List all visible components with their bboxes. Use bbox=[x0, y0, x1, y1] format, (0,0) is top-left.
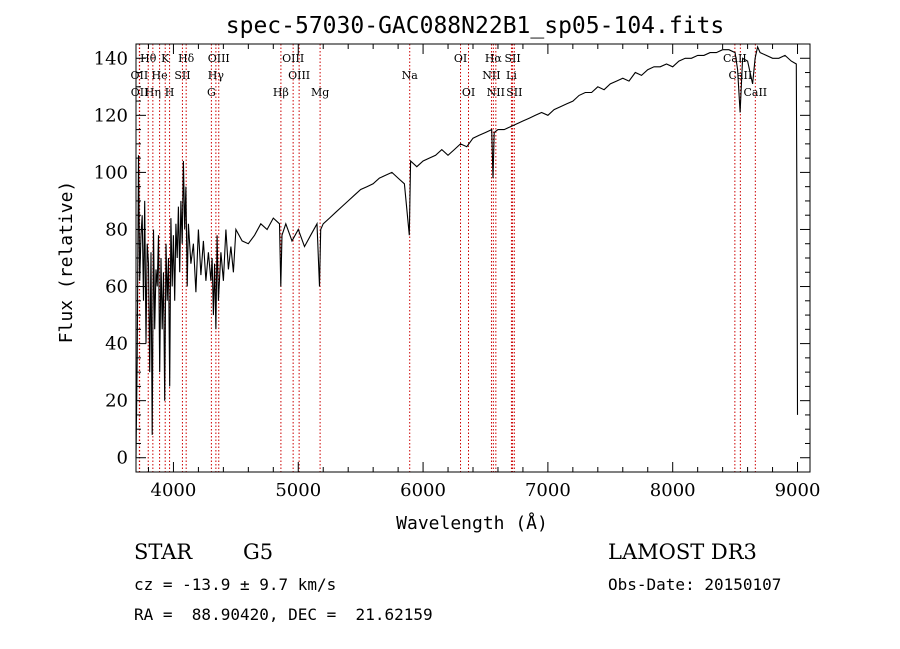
line-label: NII bbox=[487, 86, 505, 99]
object-class: STAR bbox=[134, 540, 193, 564]
obs-date: Obs-Date: 20150107 bbox=[608, 575, 782, 594]
line-label: Hα bbox=[485, 52, 503, 65]
spectrum-line bbox=[135, 45, 799, 458]
line-label: Li bbox=[506, 69, 517, 82]
x-tick-label: 5000 bbox=[275, 480, 321, 501]
line-label: Mg bbox=[311, 86, 329, 99]
y-axis-label: Flux (relative) bbox=[56, 181, 77, 344]
line-label: OI bbox=[454, 52, 467, 65]
y-tick-label: 140 bbox=[94, 48, 128, 69]
x-axis-label: Wavelength (Å) bbox=[396, 512, 548, 534]
line-label: He bbox=[152, 69, 168, 82]
line-label: OIII bbox=[282, 52, 304, 65]
x-tick-label: 7000 bbox=[525, 480, 571, 501]
x-axis: 4000 5000 6000 7000 8000 9000 bbox=[147, 44, 821, 501]
x-tick-label: 6000 bbox=[400, 480, 446, 501]
y-tick-label: 20 bbox=[105, 391, 128, 412]
y-tick-label: 0 bbox=[117, 448, 128, 469]
line-label: G bbox=[207, 86, 216, 99]
y-tick-label: 40 bbox=[105, 334, 128, 355]
line-label: Hγ bbox=[208, 69, 225, 82]
x-tick-label: 9000 bbox=[775, 480, 821, 501]
line-label: OII bbox=[131, 69, 149, 82]
line-label: Hδ bbox=[178, 52, 195, 65]
line-label: NII bbox=[482, 69, 500, 82]
line-label: Na bbox=[402, 69, 419, 82]
line-label: OII bbox=[131, 86, 149, 99]
redshift-text: cz = -13.9 ± 9.7 km/s bbox=[134, 575, 337, 594]
line-label: CaII bbox=[743, 86, 767, 99]
line-label: Hη bbox=[145, 86, 161, 99]
x-tick-label: 4000 bbox=[151, 480, 197, 501]
line-markers bbox=[138, 44, 756, 472]
line-label: CaII bbox=[723, 52, 747, 65]
line-label: CaII bbox=[729, 69, 753, 82]
subclass: G5 bbox=[243, 540, 274, 564]
y-tick-label: 80 bbox=[105, 219, 128, 240]
y-tick-label: 60 bbox=[105, 277, 128, 298]
line-label: Hβ bbox=[273, 86, 289, 99]
line-label: OIII bbox=[208, 52, 230, 65]
survey-name: LAMOST DR3 bbox=[608, 540, 757, 564]
x-tick-label: 8000 bbox=[650, 480, 696, 501]
line-label: SII bbox=[504, 52, 520, 65]
y-axis: 0 20 40 60 80 100 120 140 bbox=[94, 43, 810, 469]
line-label: SII bbox=[174, 69, 190, 82]
chart-title: spec-57030-GAC088N22B1_sp05-104.fits bbox=[226, 13, 725, 39]
line-label: H bbox=[165, 86, 175, 99]
plot-frame bbox=[135, 43, 811, 473]
line-label: SII bbox=[506, 86, 522, 99]
y-tick-label: 120 bbox=[94, 105, 128, 126]
line-label: OIII bbox=[288, 69, 310, 82]
coordinates: RA = 88.90420, DEC = 21.62159 bbox=[134, 605, 433, 624]
line-label: Hθ bbox=[140, 52, 157, 65]
y-tick-label: 100 bbox=[94, 162, 128, 183]
line-label: K bbox=[161, 52, 170, 65]
line-label: OI bbox=[462, 86, 475, 99]
